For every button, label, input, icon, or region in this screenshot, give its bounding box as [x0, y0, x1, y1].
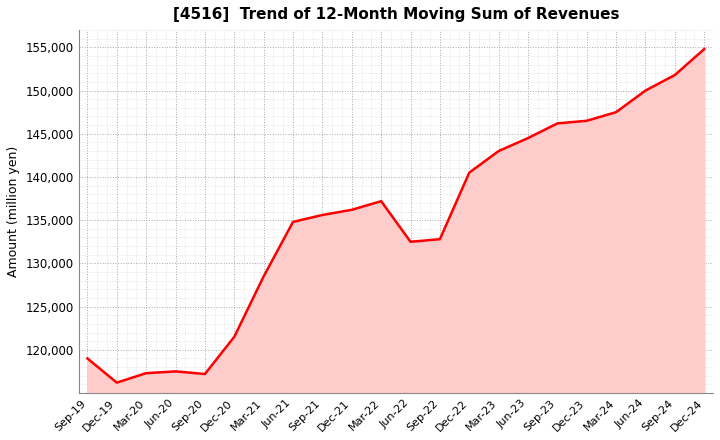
Title: [4516]  Trend of 12-Month Moving Sum of Revenues: [4516] Trend of 12-Month Moving Sum of R…: [173, 7, 619, 22]
Y-axis label: Amount (million yen): Amount (million yen): [7, 146, 20, 277]
